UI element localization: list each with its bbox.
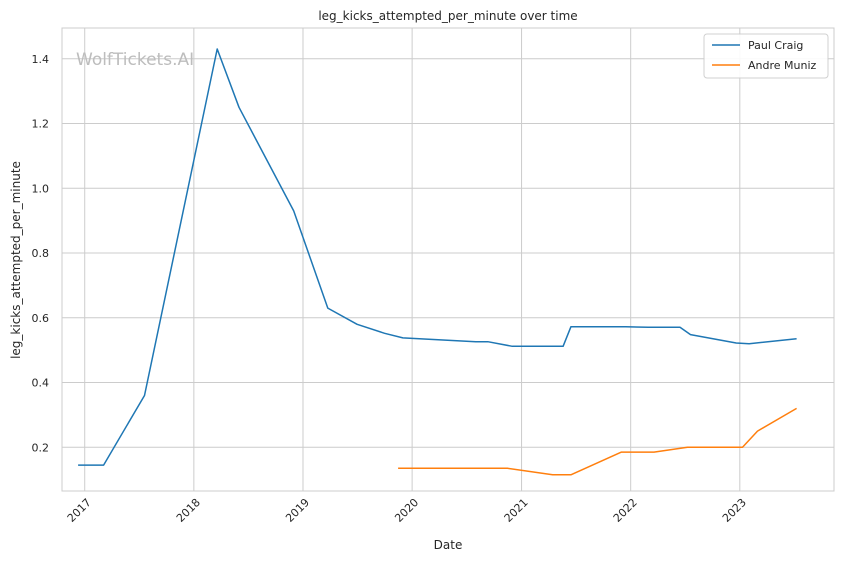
y-tick-labels: 0.2 0.4 0.6 0.8 1.0 1.2 1.4 <box>32 53 50 455</box>
y-tick-label: 0.8 <box>32 247 50 260</box>
x-tick-label: 2017 <box>65 496 94 525</box>
x-tick-label: 2018 <box>174 496 203 525</box>
y-tick-label: 0.4 <box>32 377 50 390</box>
legend: Paul Craig Andre Muniz <box>703 33 829 79</box>
legend-label-andre-muniz: Andre Muniz <box>748 59 817 72</box>
x-tick-label: 2019 <box>283 496 312 525</box>
x-tick-label: 2020 <box>392 496 421 525</box>
series-line-paul-craig <box>78 48 797 466</box>
x-tick-label: 2021 <box>502 496 531 525</box>
y-tick-label: 1.0 <box>32 182 50 195</box>
series-line-andre-muniz <box>398 407 797 476</box>
chart-title: leg_kicks_attempted_per_minute over time <box>318 9 577 23</box>
x-tick-label: 2022 <box>611 496 640 525</box>
x-tick-label: 2023 <box>720 496 749 525</box>
series-lines <box>78 48 797 476</box>
legend-label-paul-craig: Paul Craig <box>748 39 803 52</box>
y-tick-label: 0.2 <box>32 441 50 454</box>
watermark: WolfTickets.AI <box>76 50 194 70</box>
x-tick-labels: 2017 2018 2019 2020 2021 2022 2023 <box>65 496 749 525</box>
y-axis-label: leg_kicks_attempted_per_minute <box>9 161 23 359</box>
y-tick-label: 1.4 <box>32 53 50 66</box>
y-tick-label: 0.6 <box>32 312 50 325</box>
x-axis-label: Date <box>434 538 463 552</box>
y-tick-label: 1.2 <box>32 118 50 131</box>
plot-area <box>61 27 835 492</box>
